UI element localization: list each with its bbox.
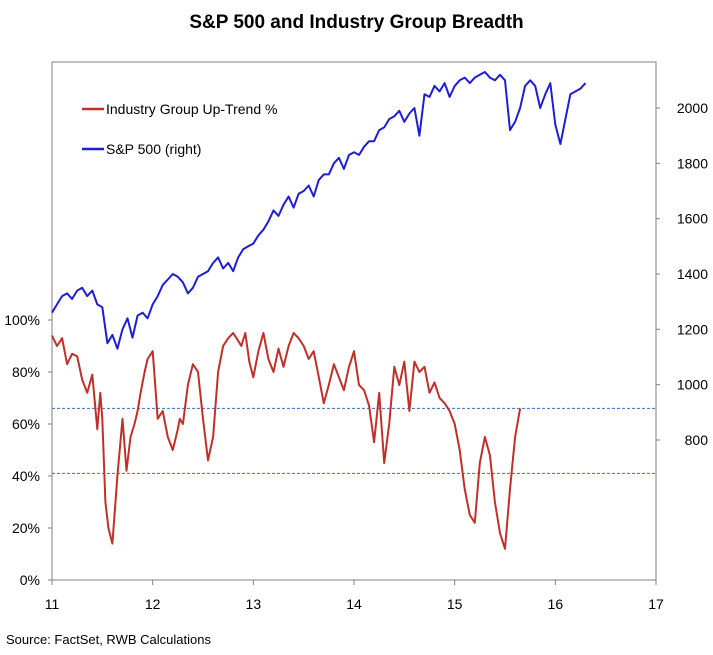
x-axis-ticks: 11 12 13 14 15 16 17 bbox=[45, 580, 664, 612]
left-tick-label: 0% bbox=[20, 572, 40, 588]
reference-lines bbox=[52, 407, 656, 474]
right-tick-label: 2000 bbox=[677, 100, 708, 116]
x-tick-label: 16 bbox=[548, 596, 564, 612]
left-tick-label: 40% bbox=[12, 468, 40, 484]
right-tick-label: 1400 bbox=[677, 266, 708, 282]
right-tick-label: 800 bbox=[685, 432, 709, 448]
left-tick-label: 20% bbox=[12, 520, 40, 536]
plot-area-frame bbox=[51, 61, 657, 581]
x-tick-label: 11 bbox=[45, 596, 60, 612]
left-tick-label: 100% bbox=[4, 312, 40, 328]
right-tick-label: 1000 bbox=[677, 377, 708, 393]
x-tick-label: 13 bbox=[246, 596, 262, 612]
left-axis-ticks: 0% 20% 40% 60% 80% 100% bbox=[4, 312, 52, 588]
source-note: Source: FactSet, RWB Calculations bbox=[6, 632, 211, 647]
series-line-breadth bbox=[51, 332, 522, 550]
legend: Industry Group Up-Trend % S&P 500 (right… bbox=[82, 101, 277, 157]
series-line-spx bbox=[51, 71, 587, 350]
x-tick-label: 17 bbox=[648, 596, 664, 612]
right-tick-label: 1200 bbox=[677, 321, 708, 337]
series-lines bbox=[51, 71, 587, 550]
left-tick-label: 60% bbox=[12, 416, 40, 432]
legend-label-breadth: Industry Group Up-Trend % bbox=[106, 101, 277, 117]
legend-label-spx: S&P 500 (right) bbox=[106, 141, 201, 157]
x-tick-label: 14 bbox=[346, 596, 362, 612]
right-axis-ticks: 800 1000 1200 1400 1600 1800 2000 bbox=[656, 100, 708, 448]
x-tick-label: 12 bbox=[145, 596, 161, 612]
right-tick-label: 1800 bbox=[677, 155, 708, 171]
chart-title: S&P 500 and Industry Group Breadth bbox=[189, 12, 524, 33]
x-tick-label: 15 bbox=[447, 596, 463, 612]
right-tick-label: 1600 bbox=[677, 211, 708, 227]
left-tick-label: 80% bbox=[12, 364, 40, 380]
